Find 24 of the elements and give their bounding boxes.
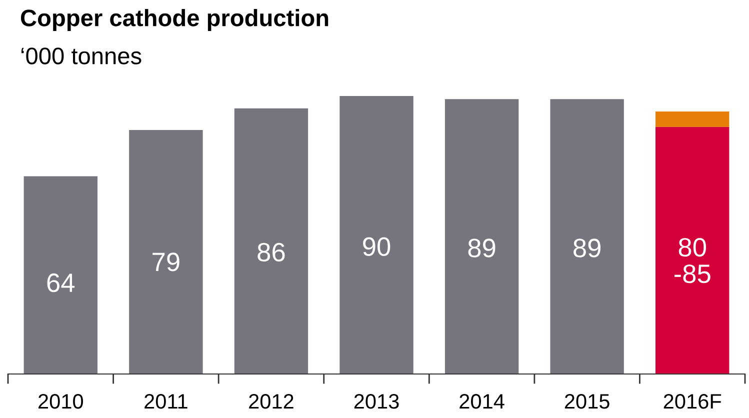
x-tick-label: 2013 — [354, 394, 399, 409]
bar — [550, 99, 624, 374]
chart-subtitle: ‘000 tonnes — [21, 48, 142, 64]
bar — [129, 130, 203, 374]
data-label: 90 — [363, 237, 390, 256]
data-label: 64 — [47, 273, 75, 292]
x-tick-label: 2016F — [664, 394, 722, 409]
bar — [656, 126, 730, 374]
bar — [340, 96, 414, 374]
bar — [444, 99, 519, 374]
x-tick-label: 2010 — [38, 394, 84, 409]
bar — [234, 108, 308, 374]
data-label: 80 -85 — [674, 238, 710, 284]
data-label: 86 — [258, 242, 285, 262]
x-tick-label: 2012 — [249, 394, 294, 409]
x-tick-label: 2014 — [460, 394, 504, 409]
x-tick-label: 2011 — [144, 394, 188, 409]
bar — [656, 111, 730, 127]
data-label: 89 — [468, 238, 496, 258]
x-tick-label: 2015 — [564, 394, 610, 409]
chart-title: Copper cathode production — [20, 8, 328, 32]
bar — [24, 176, 98, 374]
data-label: 89 — [574, 238, 600, 258]
data-label: 79 — [152, 252, 180, 272]
